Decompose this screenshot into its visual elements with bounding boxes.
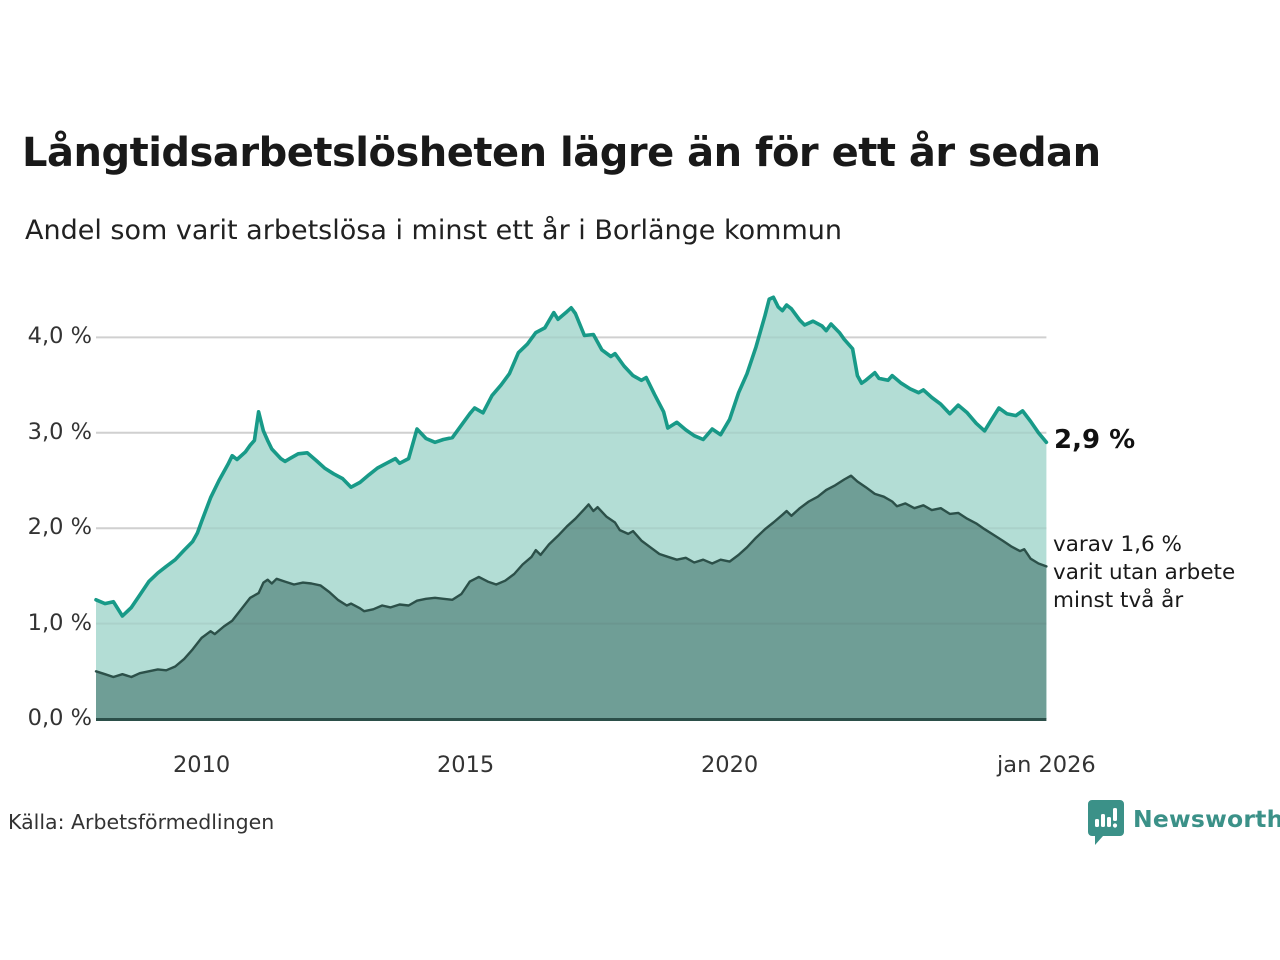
x-axis-tick-label: 2020 [700,752,759,778]
upper-line [94,295,1049,618]
y-axis-tick-label: 3,0 % [27,418,92,445]
y-axis-tick-label: 0,0 % [27,705,92,731]
latest-subvalue-line: varav 1,6 % [1053,532,1182,557]
x-axis-tick-label: 2010 [172,752,231,778]
latest-subvalue-line: varit utan arbete [1053,560,1236,585]
lower-area [96,475,1047,719]
brand-logo: Newsworthy [1088,800,1280,846]
x-axis-tick-label: 2015 [436,752,495,778]
lower-line [94,474,1048,679]
latest-subvalue-line: minst två år [1053,588,1184,613]
y-axis-tick-label: 1,0 % [27,609,92,636]
bar-chart-speech-bubble-icon [1088,800,1124,845]
page-subtitle: Andel som varit arbetslösa i minst ett å… [25,215,843,246]
brand-name: Newsworthy [1133,805,1280,833]
source-credit: Källa: Arbetsförmedlingen [8,810,275,834]
page-title: Långtidsarbetslösheten lägre än för ett … [22,130,1101,176]
y-axis-tick-label: 4,0 % [27,323,92,350]
y-axis-tick-label: 2,0 % [27,514,92,541]
latest-subvalue-label: varav 1,6 % varit utan arbete minst två … [1053,531,1235,615]
latest-value-label: 2,9 % [1054,425,1136,455]
x-axis-tick-label: jan 2026 [997,752,1096,778]
